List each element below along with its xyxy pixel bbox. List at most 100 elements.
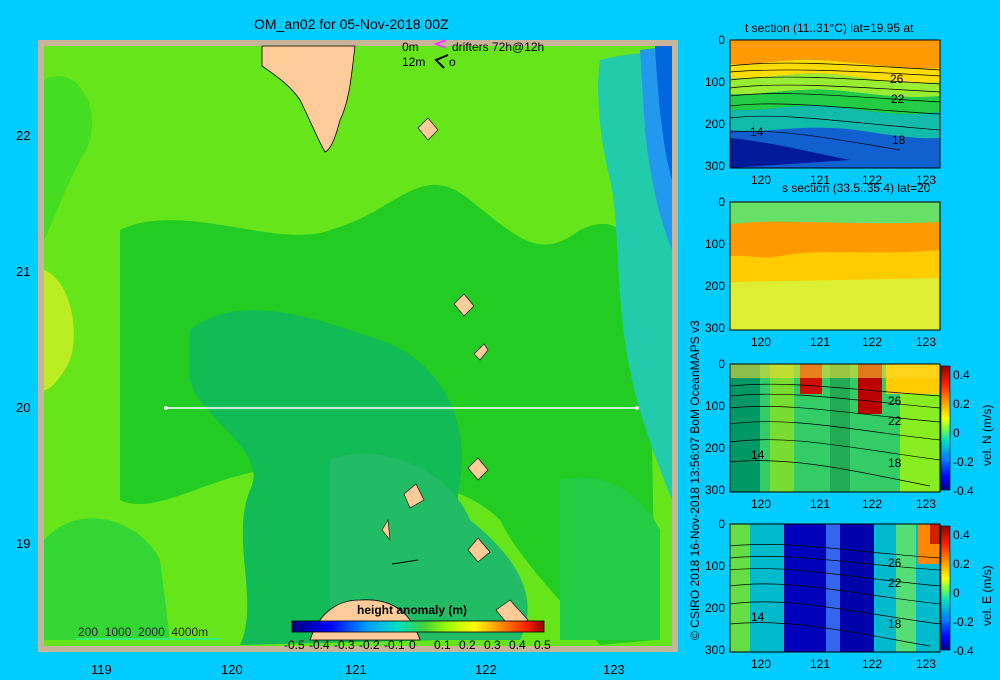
t-section-title: t section (11..31°C) lat=19.95 at: [745, 21, 914, 35]
panel-ytick: 100: [704, 237, 725, 251]
drifter-label-12m: o: [449, 55, 456, 69]
panel-ytick: 300: [704, 483, 725, 497]
panel-ytick: 0: [718, 357, 725, 371]
panel-ytick: 300: [704, 321, 725, 335]
colorbar-tick: -0.3: [334, 638, 355, 652]
colorbar-title: height anomaly (m): [357, 603, 468, 617]
vel-colorbar-tick: 0.2: [953, 557, 970, 571]
vel-colorbar-tick: 0: [953, 426, 960, 440]
ve-contour-22: 22: [888, 576, 902, 590]
vel-n-panel: [729, 363, 951, 493]
panel-xtick: 123: [916, 173, 937, 187]
ve-contour-26: 26: [888, 556, 902, 570]
colorbar-tick: -0.5: [284, 638, 305, 652]
panel-ytick: 200: [704, 601, 725, 615]
map-xtick-120: 120: [221, 662, 243, 677]
vn-contour-14: 14: [751, 448, 765, 462]
map-ytick-22: 22: [16, 128, 31, 143]
colorbar-tick: 0.3: [484, 638, 501, 652]
height-anomaly-colorbar: [291, 620, 545, 633]
panel-xtick: 121: [810, 657, 831, 671]
vel-colorbar-tick: 0.4: [953, 368, 970, 382]
panel-xtick: 120: [751, 497, 772, 511]
t-contour-22: 22: [891, 92, 905, 106]
colorbar-tick: 0.1: [434, 638, 451, 652]
panel-ytick: 0: [718, 195, 725, 209]
map-xtick-121: 121: [345, 662, 367, 677]
panel-ytick: 200: [704, 117, 725, 131]
teal-lower-region: [330, 453, 528, 640]
colorbar-tick: -0.1: [384, 638, 405, 652]
vn-contour-26: 26: [888, 394, 902, 408]
map-ytick-19: 19: [16, 536, 31, 551]
island-7: [381, 519, 391, 541]
vel-colorbar-tick: 0: [953, 586, 960, 600]
t-contour-14: 14: [750, 125, 764, 139]
drifter-depth-0m: 0m: [402, 40, 419, 54]
panel-xtick: 122: [862, 497, 883, 511]
panel-ytick: 100: [704, 559, 725, 573]
vel-e-panel: [729, 523, 951, 653]
panel-xtick: 122: [862, 657, 883, 671]
colorbar-tick: 0.5: [534, 638, 551, 652]
taiwan-land: [261, 45, 356, 153]
vel-colorbar-tick: 0.4: [953, 528, 970, 542]
map-xtick-123: 123: [603, 662, 625, 677]
panel-xtick: 121: [810, 497, 831, 511]
colorbar-tick: 0.2: [459, 638, 476, 652]
panel-xtick: 120: [751, 657, 772, 671]
panel-xtick: 123: [916, 497, 937, 511]
green-lowerleft: [44, 518, 170, 640]
ve-contour-18: 18: [888, 617, 902, 631]
island-1: [417, 117, 439, 141]
panel-ytick: 300: [704, 159, 725, 173]
island-line: [391, 559, 419, 565]
colorbar-tick: 0: [409, 638, 416, 652]
section-end: [635, 406, 639, 410]
section-start: [164, 406, 168, 410]
panel-xtick: 123: [916, 657, 937, 671]
panel-ytick: 100: [704, 399, 725, 413]
vn-contour-22: 22: [888, 414, 902, 428]
island-3: [473, 343, 489, 361]
s-section-panel: [729, 201, 941, 331]
vel-n-label: vel. N (m/s): [980, 404, 994, 466]
drifter-depth-12m: 12m: [402, 55, 426, 69]
island-5: [403, 483, 425, 509]
map-title: OM_an02 for 05-Nov-2018 00Z: [254, 16, 449, 32]
drifter-label-0m: drifters 72h@12h: [452, 40, 545, 54]
yellowgreen-left: [44, 270, 74, 390]
vel-colorbar-tick: -0.2: [953, 455, 974, 469]
panel-xtick: 121: [810, 173, 831, 187]
s-section-title: s section (33.5..35.4) lat=20: [782, 181, 931, 195]
map-ytick-20: 20: [16, 400, 31, 415]
vel-n-colorbar: [940, 365, 951, 491]
colorbar-tick: -0.4: [309, 638, 330, 652]
depth-legend: 200 1000 2000 4000m: [78, 625, 209, 639]
vel-colorbar-tick: -0.4: [953, 644, 974, 658]
panel-xtick: 120: [751, 173, 772, 187]
island-4: [467, 457, 489, 481]
panel-xtick: 120: [751, 335, 772, 349]
vel-e-label: vel. E (m/s): [980, 565, 994, 626]
vn-contour-18: 18: [888, 456, 902, 470]
t-contour-18: 18: [892, 133, 906, 147]
colorbar-tick: 0.4: [509, 638, 526, 652]
island-2: [453, 293, 475, 317]
ve-contour-14: 14: [751, 610, 765, 624]
panel-xtick: 122: [862, 335, 883, 349]
panel-xtick: 123: [916, 335, 937, 349]
t-contour-26: 26: [890, 72, 904, 86]
vel-colorbar-tick: 0.2: [953, 397, 970, 411]
panel-ytick: 0: [718, 33, 725, 47]
deep-blue-east-region: [655, 46, 672, 180]
green-lower-right: [560, 477, 660, 640]
panel-ytick: 200: [704, 279, 725, 293]
drifter-arrow-0m: [433, 39, 447, 49]
vel-colorbar-tick: -0.2: [953, 615, 974, 629]
colorbar-tick: -0.2: [359, 638, 380, 652]
panel-ytick: 100: [704, 75, 725, 89]
island-6: [467, 537, 491, 563]
